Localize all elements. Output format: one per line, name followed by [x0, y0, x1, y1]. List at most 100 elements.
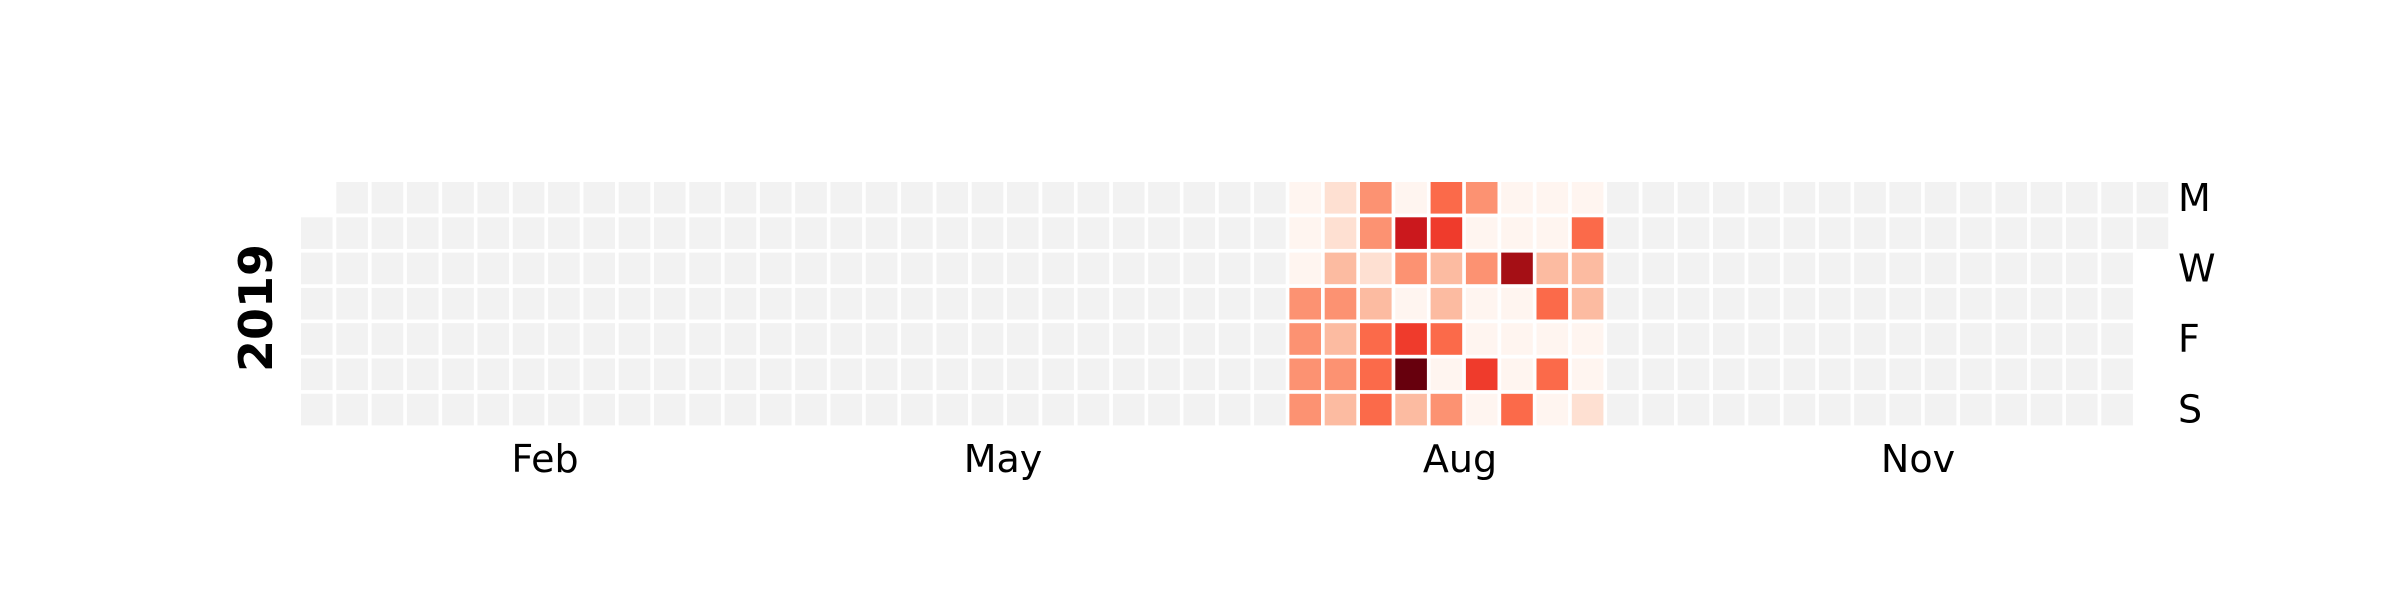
heatmap-cell — [1077, 393, 1110, 426]
heatmap-cell — [971, 252, 1004, 285]
heatmap-cell — [689, 217, 721, 249]
heatmap-cell — [1218, 323, 1251, 355]
heatmap-cell — [1677, 252, 1710, 285]
heatmap-cell — [1148, 217, 1180, 249]
heatmap-cell — [1642, 393, 1674, 426]
heatmap-cell — [1112, 252, 1145, 285]
heatmap-cell — [2101, 393, 2133, 426]
heatmap-cell — [1077, 287, 1110, 320]
heatmap-cell — [1501, 182, 1533, 214]
heatmap-cell — [442, 182, 474, 214]
heatmap-cell — [1042, 393, 1074, 426]
heatmap-cell — [1995, 252, 2027, 285]
heatmap-cell — [1289, 252, 1321, 285]
heatmap-cell — [1007, 252, 1039, 285]
heatmap-cell — [1465, 358, 1498, 391]
heatmap-cell — [1077, 182, 1110, 214]
heatmap-cell — [901, 358, 933, 391]
heatmap-cell — [618, 287, 651, 320]
heatmap-cell — [936, 182, 968, 214]
heatmap-cell — [406, 287, 439, 320]
heatmap-cell — [1077, 323, 1110, 355]
heatmap-cell — [1395, 182, 1427, 214]
heatmap-cell — [1607, 217, 1639, 249]
heatmap-cell — [1360, 217, 1392, 249]
heatmap-cell — [301, 393, 333, 426]
heatmap-cell — [1818, 252, 1851, 285]
heatmap-cell — [371, 393, 404, 426]
heatmap-cell — [936, 358, 968, 391]
heatmap-cell — [1713, 182, 1745, 214]
heatmap-cell — [1889, 393, 1922, 426]
heatmap-cell — [1677, 393, 1710, 426]
heatmap-cell — [1748, 393, 1780, 426]
heatmap-cell — [1430, 358, 1463, 391]
heatmap-cell — [1465, 287, 1498, 320]
heatmap-cell — [371, 323, 404, 355]
heatmap-cell — [1360, 358, 1392, 391]
heatmap-cell — [1501, 217, 1533, 249]
heatmap-cell — [301, 323, 333, 355]
heatmap-cell — [1607, 393, 1639, 426]
heatmap-cell — [1818, 358, 1851, 391]
heatmap-cell — [548, 287, 580, 320]
heatmap-cell — [548, 358, 580, 391]
heatmap-cell — [1889, 252, 1922, 285]
heatmap-cell — [512, 358, 545, 391]
heatmap-cell — [1289, 182, 1321, 214]
heatmap-cell — [1254, 393, 1286, 426]
heatmap-cell — [1607, 287, 1639, 320]
heatmap-cell — [1465, 393, 1498, 426]
heatmap-cell — [1430, 182, 1463, 214]
heatmap-cell — [1713, 358, 1745, 391]
heatmap-cell — [583, 217, 615, 249]
heatmap-cell — [1536, 358, 1569, 391]
heatmap-cell — [442, 358, 474, 391]
heatmap-cell — [689, 182, 721, 214]
heatmap-cell — [795, 358, 827, 391]
heatmap-cell — [583, 182, 615, 214]
heatmap-cell — [1889, 182, 1922, 214]
heatmap-cell — [1501, 393, 1533, 426]
heatmap-cell — [512, 287, 545, 320]
heatmap-cell — [442, 252, 474, 285]
heatmap-cell — [1818, 287, 1851, 320]
heatmap-cell — [1713, 393, 1745, 426]
heatmap-cell — [865, 358, 898, 391]
heatmap-cell — [583, 323, 615, 355]
heatmap-cell — [477, 252, 510, 285]
heatmap-cell — [1713, 252, 1745, 285]
heatmap-cell — [1924, 182, 1957, 214]
heatmap-cell — [2136, 217, 2169, 249]
heatmap-cell — [1642, 182, 1674, 214]
heatmap-cell — [2066, 393, 2098, 426]
heatmap-cell — [1995, 358, 2027, 391]
heatmap-cell — [1042, 287, 1074, 320]
heatmap-cell — [2066, 323, 2098, 355]
heatmap-cell — [1360, 393, 1392, 426]
heatmap-cell — [654, 217, 686, 249]
heatmap-cell — [830, 182, 863, 214]
heatmap-cell — [1218, 358, 1251, 391]
heatmap-cell — [1007, 182, 1039, 214]
heatmap-cell — [830, 252, 863, 285]
heatmap-cell — [724, 358, 757, 391]
heatmap-cell — [1571, 287, 1604, 320]
heatmap-cell — [2101, 182, 2133, 214]
heatmap-cell — [1148, 252, 1180, 285]
heatmap-cell — [1218, 393, 1251, 426]
heatmap-cell — [865, 182, 898, 214]
heatmap-cell — [1465, 217, 1498, 249]
heatmap-cell — [1642, 358, 1674, 391]
heatmap-cell — [689, 393, 721, 426]
heatmap-cell — [477, 393, 510, 426]
heatmap-cell — [2066, 182, 2098, 214]
heatmap-cell — [1112, 182, 1145, 214]
heatmap-cell — [1748, 182, 1780, 214]
heatmap-cell — [1501, 252, 1533, 285]
heatmap-cell — [1571, 358, 1604, 391]
heatmap-cell — [1571, 252, 1604, 285]
heatmap-cell — [1783, 287, 1816, 320]
heatmap-cell — [795, 287, 827, 320]
heatmap-cell — [618, 182, 651, 214]
